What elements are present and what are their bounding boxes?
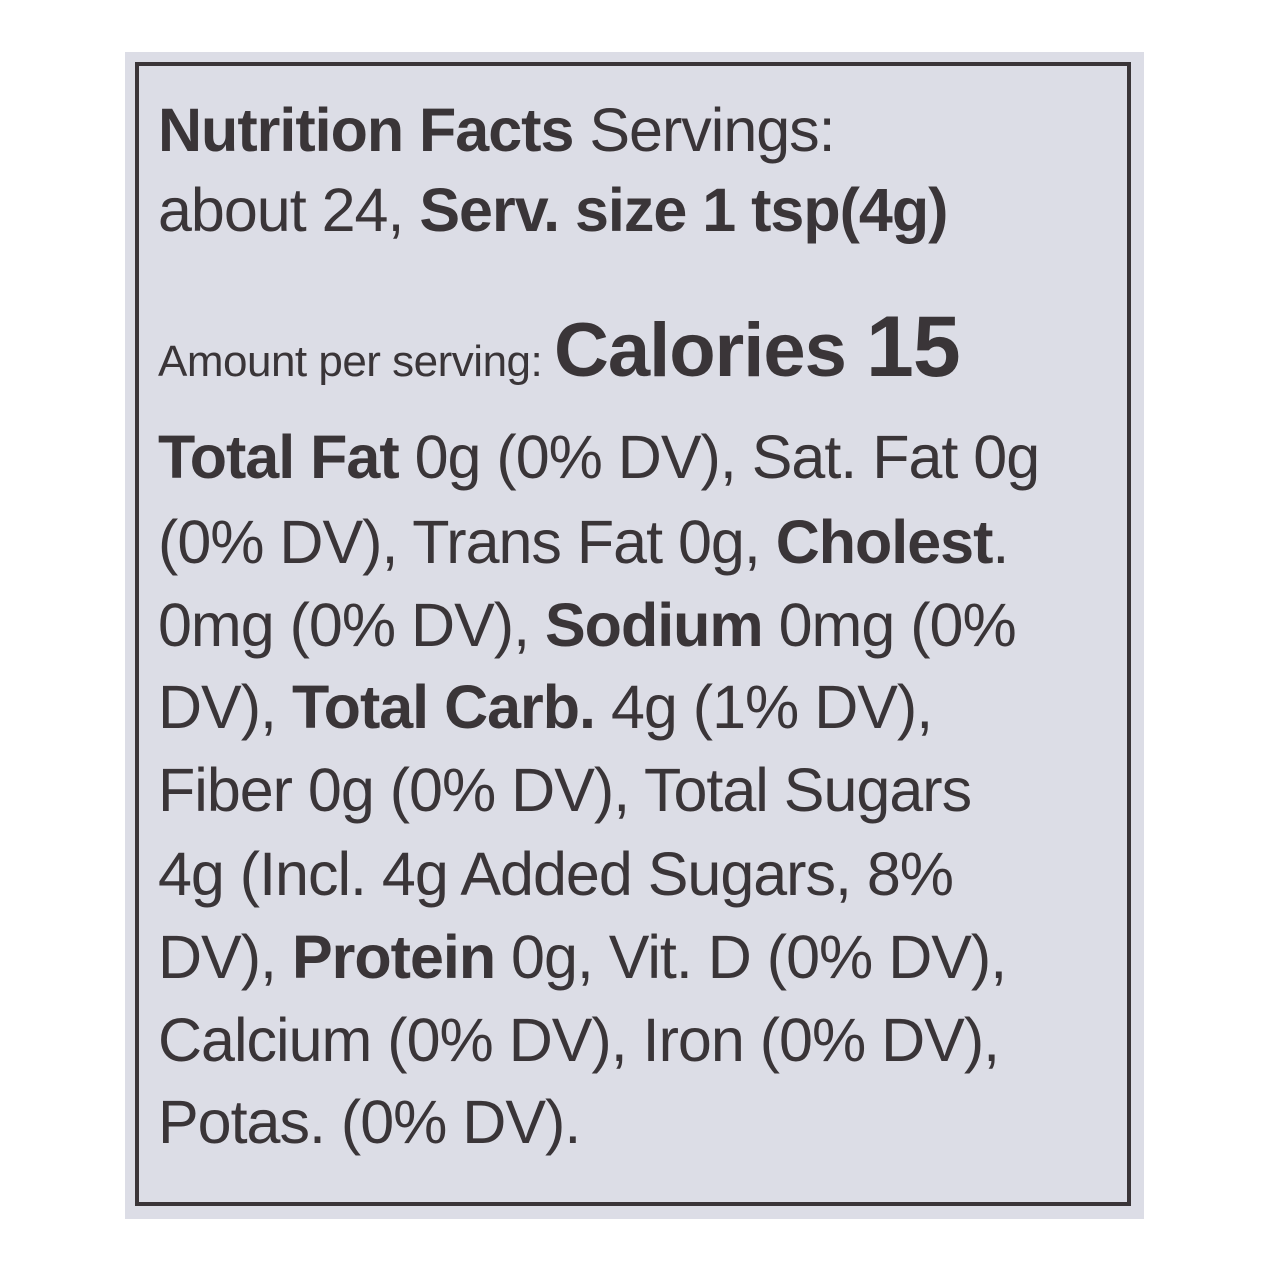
label-line: Total Fat 0g (0% DV), Sat. Fat 0g	[158, 427, 1040, 488]
nutrient-value: 0mg (0% DV),	[158, 591, 545, 659]
nutrient-value: (0% DV), Trans Fat 0g,	[158, 508, 776, 576]
label-line: Calcium (0% DV), Iron (0% DV),	[158, 1010, 1000, 1071]
label-line: (0% DV), Trans Fat 0g, Cholest.	[158, 512, 1009, 573]
nutrient-value: 4g (Incl. 4g Added Sugars, 8%	[158, 840, 954, 908]
nutrient-label: Serv. size 1 tsp(4g)	[419, 176, 948, 244]
nutrient-label: Calories	[553, 308, 867, 393]
nutrient-label: Total Carb.	[291, 673, 611, 741]
label-line: Fiber 0g (0% DV), Total Sugars	[158, 760, 972, 821]
nutrient-label: 15	[866, 299, 961, 395]
nutrient-value: DV),	[158, 673, 292, 741]
nutrient-label: Total Fat	[158, 423, 415, 491]
label-line: DV), Protein 0g, Vit. D (0% DV),	[158, 927, 1007, 988]
label-line: 0mg (0% DV), Sodium 0mg (0%	[158, 595, 1017, 656]
label-line: 4g (Incl. 4g Added Sugars, 8%	[158, 844, 954, 905]
label-line: Amount per serving: Calories 15	[158, 304, 961, 393]
label-line: Potas. (0% DV).	[158, 1092, 581, 1153]
nutrient-value: about 24,	[158, 176, 420, 244]
label-line: DV), Total Carb. 4g (1% DV),	[158, 677, 933, 738]
nutrient-value: 0mg (0%	[778, 591, 1017, 659]
label-line: about 24, Serv. size 1 tsp(4g)	[158, 180, 948, 241]
nutrient-label: Protein	[291, 923, 512, 991]
nutrient-value: Potas. (0% DV).	[158, 1088, 581, 1156]
label-line: Nutrition Facts Servings:	[158, 100, 836, 161]
nutrient-label: Cholest	[775, 508, 994, 576]
nutrient-value: Amount per serving:	[158, 337, 554, 386]
nutrient-value: Calcium (0% DV), Iron (0% DV),	[158, 1006, 1000, 1074]
nutrient-value: Servings:	[589, 96, 835, 164]
nutrient-value: .	[992, 508, 1009, 576]
nutrient-value: 4g (1% DV),	[610, 673, 933, 741]
nutrient-label: Nutrition Facts	[158, 96, 590, 164]
nutrient-label: Sodium	[545, 591, 779, 659]
label-border	[135, 62, 1131, 1206]
nutrient-value: 0g (0% DV), Sat. Fat 0g	[414, 423, 1041, 491]
nutrient-value: Fiber 0g (0% DV), Total Sugars	[158, 756, 972, 824]
nutrient-value: DV),	[158, 923, 292, 991]
nutrient-value: 0g, Vit. D (0% DV),	[511, 923, 1007, 991]
nutrition-label: Nutrition Facts Servings: about 24, Serv.…	[125, 52, 1144, 1219]
